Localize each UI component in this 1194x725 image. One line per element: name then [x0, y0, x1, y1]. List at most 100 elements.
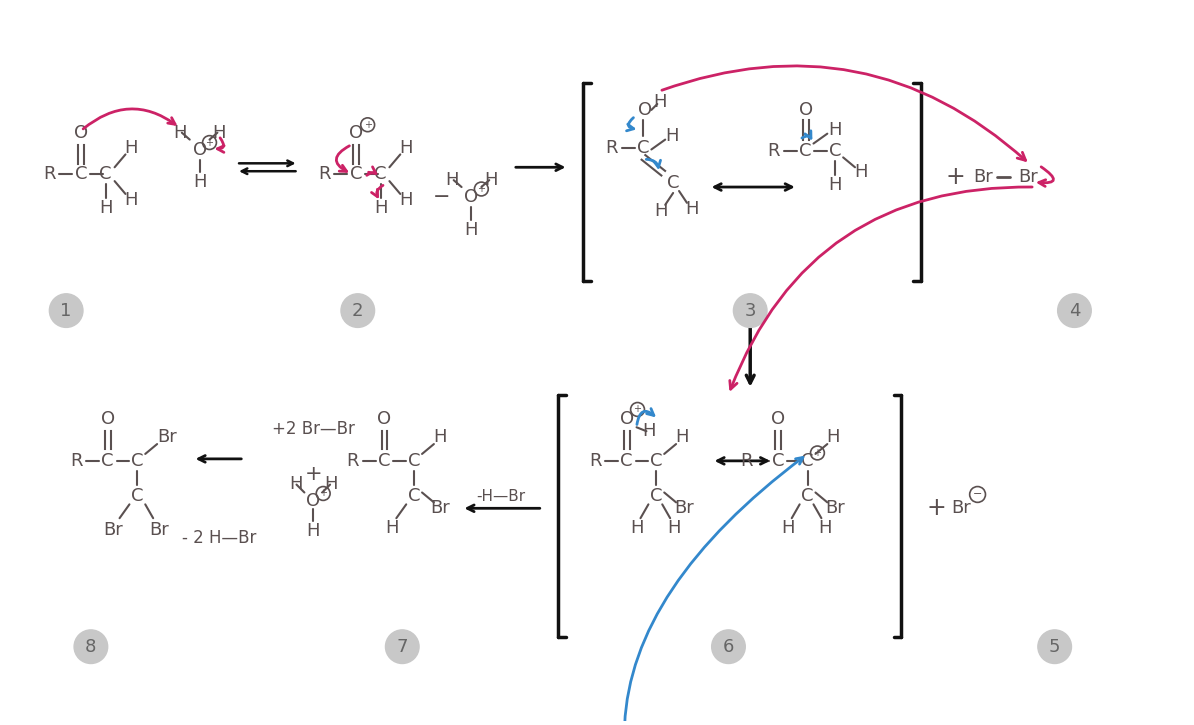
FancyArrowPatch shape — [624, 457, 802, 725]
Text: C: C — [408, 452, 420, 470]
FancyArrowPatch shape — [84, 109, 176, 129]
Text: H: H — [665, 127, 679, 145]
FancyArrowPatch shape — [367, 167, 376, 175]
FancyArrowPatch shape — [627, 117, 634, 130]
Text: H: H — [826, 428, 841, 446]
Text: 8: 8 — [85, 638, 97, 655]
Text: O: O — [100, 410, 115, 428]
Text: +: + — [927, 497, 946, 521]
Text: −: − — [973, 489, 983, 500]
Text: C: C — [771, 452, 784, 470]
Text: H: H — [400, 191, 413, 209]
Text: +: + — [634, 405, 641, 415]
Text: +: + — [364, 120, 371, 130]
Text: C: C — [621, 452, 633, 470]
Text: C: C — [378, 452, 390, 470]
Text: C: C — [131, 487, 143, 505]
Text: Br: Br — [158, 428, 177, 446]
Circle shape — [386, 630, 419, 663]
Text: C: C — [99, 165, 112, 183]
Text: - 2 H—Br: - 2 H—Br — [183, 529, 257, 547]
Circle shape — [733, 294, 767, 328]
Text: Br: Br — [973, 168, 993, 186]
FancyArrowPatch shape — [646, 160, 660, 167]
Text: C: C — [650, 452, 663, 470]
Text: H: H — [325, 475, 338, 492]
Text: H: H — [667, 519, 681, 537]
Text: O: O — [464, 188, 479, 206]
Text: 2: 2 — [352, 302, 363, 320]
Text: Br: Br — [104, 521, 123, 539]
Text: C: C — [667, 174, 679, 192]
Text: H: H — [289, 475, 302, 492]
Text: C: C — [408, 487, 420, 505]
Text: C: C — [75, 165, 87, 183]
Text: R: R — [318, 165, 331, 183]
Text: C: C — [374, 165, 387, 183]
Text: H: H — [99, 199, 112, 217]
Text: +: + — [813, 448, 821, 458]
Text: O: O — [639, 101, 652, 119]
Text: +: + — [205, 138, 214, 148]
FancyArrowPatch shape — [636, 409, 654, 425]
Text: H: H — [193, 173, 207, 191]
Text: H: H — [654, 202, 667, 220]
Text: O: O — [74, 124, 88, 141]
FancyArrowPatch shape — [371, 186, 383, 196]
Text: H: H — [781, 519, 794, 537]
Circle shape — [712, 630, 745, 663]
Text: +: + — [304, 464, 322, 484]
Text: H: H — [829, 176, 842, 194]
Text: +: + — [478, 184, 485, 194]
FancyArrowPatch shape — [661, 66, 1026, 160]
Text: H: H — [653, 93, 667, 111]
Text: +: + — [946, 165, 966, 189]
FancyArrowPatch shape — [1039, 167, 1053, 186]
Text: R: R — [740, 452, 752, 470]
Text: R: R — [69, 452, 82, 470]
Text: C: C — [801, 452, 814, 470]
Text: H: H — [213, 124, 226, 141]
FancyArrowPatch shape — [217, 138, 224, 152]
Text: Br: Br — [430, 500, 450, 518]
Text: H: H — [819, 519, 832, 537]
Text: H: H — [685, 200, 698, 218]
Text: R: R — [605, 138, 618, 157]
Text: Br: Br — [149, 521, 170, 539]
FancyArrowPatch shape — [730, 187, 1032, 389]
FancyArrowPatch shape — [337, 146, 350, 171]
Text: C: C — [650, 487, 663, 505]
Text: C: C — [801, 487, 814, 505]
Circle shape — [74, 630, 107, 663]
Text: H: H — [374, 199, 387, 217]
Text: O: O — [349, 124, 363, 141]
Text: O: O — [192, 141, 207, 160]
Text: H: H — [854, 163, 868, 181]
Text: O: O — [799, 101, 813, 119]
Text: H: H — [124, 139, 139, 157]
Text: +2 Br—Br: +2 Br—Br — [272, 420, 355, 438]
Text: C: C — [101, 452, 113, 470]
Text: H: H — [629, 519, 644, 537]
Text: -H—Br: -H—Br — [476, 489, 525, 504]
Text: 3: 3 — [745, 302, 756, 320]
Text: R: R — [589, 452, 602, 470]
Text: 1: 1 — [61, 302, 72, 320]
Text: C: C — [829, 142, 842, 160]
Text: R: R — [346, 452, 359, 470]
Text: O: O — [306, 492, 320, 510]
Text: −: − — [433, 187, 450, 207]
Text: R: R — [43, 165, 56, 183]
Circle shape — [1058, 294, 1091, 328]
Text: Br: Br — [950, 500, 971, 518]
Text: C: C — [799, 142, 812, 160]
Text: +: + — [319, 489, 327, 499]
Text: Br: Br — [675, 500, 694, 518]
Circle shape — [49, 294, 82, 328]
Text: H: H — [676, 428, 689, 446]
Text: Br: Br — [825, 500, 845, 518]
Text: R: R — [768, 142, 780, 160]
Circle shape — [341, 294, 375, 328]
Text: 5: 5 — [1048, 638, 1060, 655]
Text: H: H — [400, 139, 413, 157]
